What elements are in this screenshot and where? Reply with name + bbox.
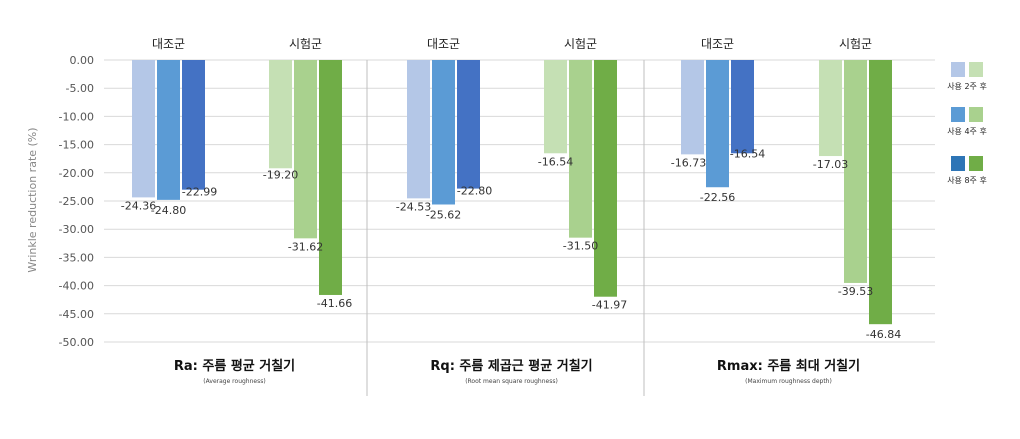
legend-swatch <box>951 62 965 77</box>
legend-label: 사용 4주 후 <box>947 127 987 136</box>
data-label: -41.97 <box>592 299 627 312</box>
bar <box>157 60 180 200</box>
panel-subtitle: (Average roughness) <box>203 378 265 385</box>
data-label: -25.62 <box>426 208 461 221</box>
bar <box>294 60 317 239</box>
legend-swatch <box>951 107 965 122</box>
bar <box>844 60 867 283</box>
panel-subtitle: (Root mean square roughness) <box>465 378 558 385</box>
data-label: -16.54 <box>730 147 765 160</box>
bar <box>269 60 292 169</box>
group-label: 시험군 <box>564 37 597 51</box>
y-tick-label: -50.00 <box>59 336 94 349</box>
data-label: -41.66 <box>317 297 352 310</box>
bar <box>681 60 704 155</box>
panel-subtitle: (Maximum roughness depth) <box>745 378 832 385</box>
group-label: 시험군 <box>289 37 322 51</box>
bar <box>869 60 892 325</box>
bar <box>182 60 205 190</box>
panel-title: Rq: 주름 제곱근 평균 거칠기 <box>430 358 592 374</box>
bar <box>569 60 592 238</box>
bar <box>731 60 754 154</box>
bar <box>319 60 342 295</box>
y-tick-label: -35.00 <box>59 251 94 264</box>
legend-swatch <box>969 62 983 77</box>
data-label: -39.53 <box>838 285 873 298</box>
y-tick-label: -20.00 <box>59 167 94 180</box>
data-label: -16.73 <box>671 156 706 169</box>
legend-swatch <box>951 156 965 171</box>
bar <box>706 60 729 188</box>
y-tick-label: -25.00 <box>59 195 94 208</box>
data-label: -22.56 <box>700 191 735 204</box>
y-tick-label: -10.00 <box>59 110 94 123</box>
data-label: -16.54 <box>538 155 573 168</box>
data-label: -19.20 <box>263 168 298 181</box>
y-axis-label: Wrinkle reduction rate (%) <box>26 127 39 272</box>
legend-swatch <box>969 107 983 122</box>
panel-title: Ra: 주름 평균 거칠기 <box>174 358 295 374</box>
bar <box>432 60 455 205</box>
data-label: -24.36 <box>121 199 156 212</box>
bar <box>132 60 155 198</box>
bar <box>544 60 567 154</box>
data-label: -24.53 <box>396 200 431 213</box>
bar <box>819 60 842 157</box>
y-tick-label: -15.00 <box>59 139 94 152</box>
legend-swatch <box>969 156 983 171</box>
legend-label: 사용 2주 후 <box>947 82 987 91</box>
data-label: -22.80 <box>457 185 492 198</box>
legend-label: 사용 8주 후 <box>947 176 987 185</box>
group-label: 대조군 <box>701 37 734 51</box>
group-label: 대조군 <box>152 37 185 51</box>
y-tick-label: 0.00 <box>70 54 95 67</box>
data-label: -31.50 <box>563 240 598 253</box>
bar <box>457 60 480 189</box>
y-tick-label: -5.00 <box>66 82 94 95</box>
data-label: -24.80 <box>151 204 186 217</box>
bar <box>594 60 617 297</box>
data-label: -31.62 <box>288 240 323 253</box>
y-tick-label: -30.00 <box>59 223 94 236</box>
bar <box>407 60 430 199</box>
group-label: 시험군 <box>839 37 872 51</box>
data-label: -17.03 <box>813 158 848 171</box>
panel-title: Rmax: 주름 최대 거칠기 <box>717 358 860 374</box>
data-label: -46.84 <box>866 328 901 341</box>
data-label: -22.99 <box>182 186 217 199</box>
y-tick-label: -40.00 <box>59 280 94 293</box>
y-tick-label: -45.00 <box>59 308 94 321</box>
group-label: 대조군 <box>427 37 460 51</box>
